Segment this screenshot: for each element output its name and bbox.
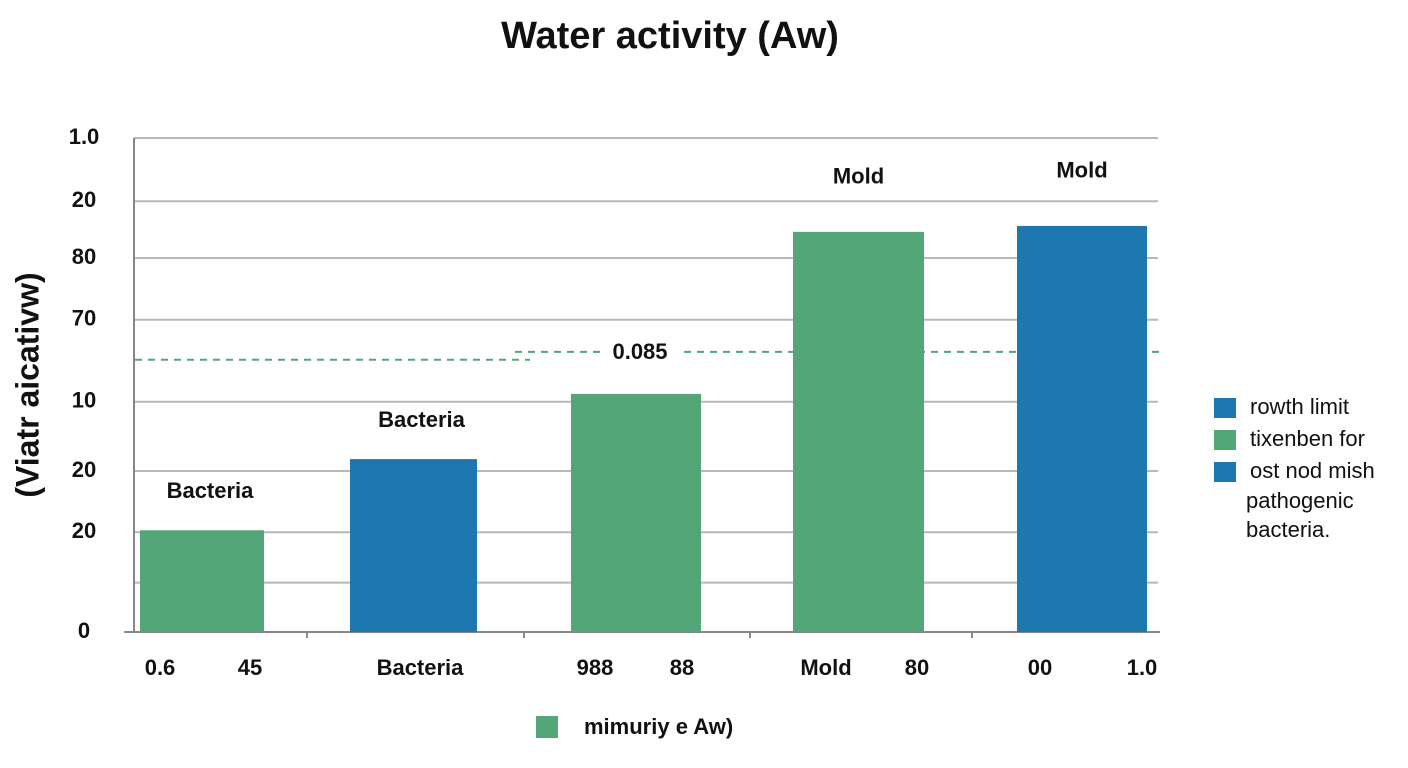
y-tick-label: 20 <box>72 518 96 543</box>
x-tick-label: 80 <box>905 655 929 680</box>
y-tick-label: 20 <box>72 187 96 212</box>
legend-label: tixenben for <box>1250 426 1365 451</box>
x-tick-label: 88 <box>670 655 694 680</box>
legend-label: mimuriy e Aw) <box>584 714 733 739</box>
bar <box>793 231 924 633</box>
y-axis-label: (Viatr aicativw) <box>9 272 45 497</box>
bar <box>1017 225 1147 632</box>
annotation: 0.085 <box>612 339 667 364</box>
y-tick-label: 70 <box>72 306 96 331</box>
legend-note: bacteria. <box>1246 517 1330 542</box>
legend-swatch <box>1214 462 1236 482</box>
annotation-bg <box>600 340 680 366</box>
legend-swatch <box>536 716 558 738</box>
x-tick-label: Bacteria <box>377 655 465 680</box>
bar <box>571 393 701 632</box>
legend-label: ost nod mish <box>1250 458 1375 483</box>
legend-swatch <box>1214 398 1236 418</box>
legend-swatch <box>1214 430 1236 450</box>
bar <box>140 530 264 632</box>
bar-label: Bacteria <box>167 478 255 503</box>
bar-label: Mold <box>833 164 884 189</box>
x-tick-label: 00 <box>1028 655 1052 680</box>
bar-label: Mold <box>1056 158 1107 183</box>
chart-title: Water activity (Aw) <box>501 15 839 57</box>
y-tick-label: 0 <box>78 618 90 643</box>
x-tick-label: 988 <box>577 655 614 680</box>
y-tick-label: 80 <box>72 244 96 269</box>
y-tick-label: 20 <box>72 457 96 482</box>
y-tick-label: 1.0 <box>69 124 100 149</box>
x-tick-label: 45 <box>238 655 262 680</box>
bar <box>350 459 477 632</box>
bar-label: Bacteria <box>378 407 466 432</box>
legend-note: pathogenic <box>1246 488 1354 513</box>
legend-label: rowth limit <box>1250 394 1349 419</box>
x-tick-label: 1.0 <box>1127 655 1158 680</box>
x-tick-label: Mold <box>800 655 851 680</box>
x-tick-label: 0.6 <box>145 655 176 680</box>
y-tick-label: 10 <box>72 388 96 413</box>
